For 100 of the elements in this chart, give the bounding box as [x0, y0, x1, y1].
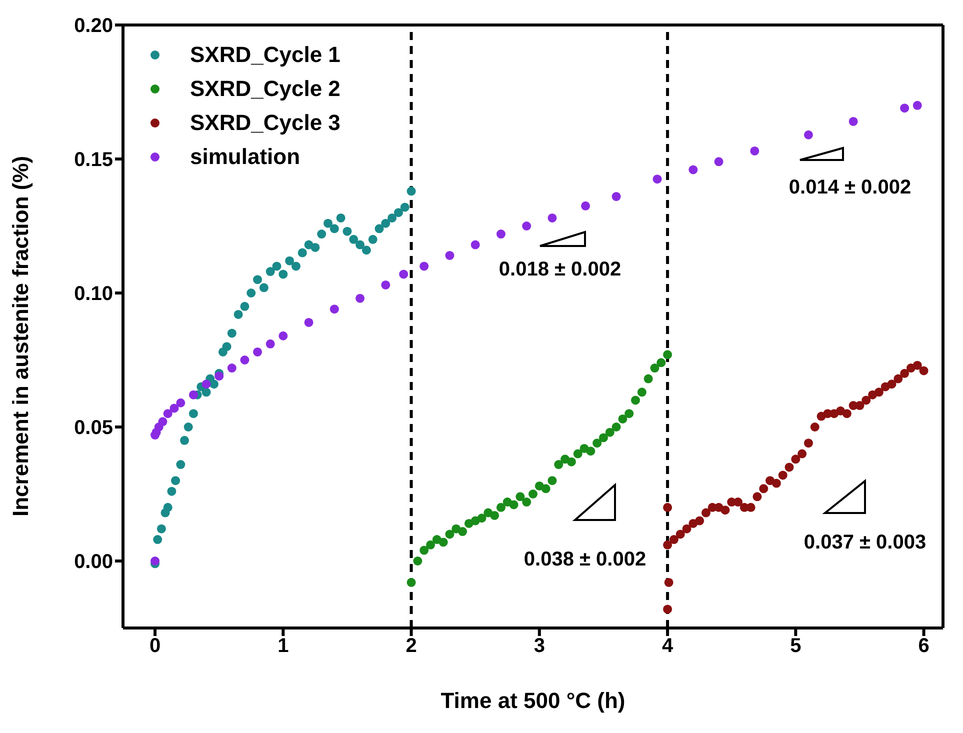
point	[894, 374, 903, 384]
point	[791, 454, 800, 464]
point	[644, 374, 653, 384]
point	[528, 490, 538, 498]
x-tick-label: 5	[790, 635, 802, 658]
point	[184, 422, 193, 432]
point	[784, 462, 794, 472]
point	[496, 230, 506, 239]
point	[150, 556, 160, 566]
point	[381, 280, 390, 290]
point	[234, 310, 243, 319]
point	[598, 433, 608, 442]
point	[266, 339, 275, 348]
point	[227, 328, 236, 338]
point	[158, 417, 168, 426]
point	[171, 476, 180, 486]
point	[612, 422, 621, 432]
point	[592, 438, 602, 448]
point	[548, 213, 557, 222]
point	[240, 302, 250, 311]
point	[701, 508, 710, 518]
point	[912, 100, 922, 110]
point	[912, 360, 922, 370]
point	[650, 364, 660, 373]
point	[445, 250, 454, 260]
point	[682, 524, 692, 534]
point	[336, 213, 346, 222]
point	[356, 294, 365, 303]
point	[750, 146, 760, 156]
point	[759, 484, 768, 494]
point	[848, 116, 858, 126]
point	[664, 578, 674, 587]
annotation: 0.038 ± 0.002	[524, 548, 646, 570]
point	[778, 470, 788, 480]
point	[477, 514, 486, 523]
point	[566, 457, 576, 466]
point	[810, 422, 820, 432]
y-axis-title: Increment in austenite fraction (%)	[8, 156, 33, 516]
x-axis-title: Time at 500 °C (h)	[440, 688, 626, 713]
point	[752, 492, 762, 502]
point	[688, 165, 698, 174]
y-tick-label: 0.15	[74, 149, 113, 172]
point	[180, 436, 189, 445]
point	[522, 498, 532, 507]
point	[285, 256, 294, 266]
point	[156, 524, 166, 534]
point	[202, 380, 211, 389]
point	[330, 224, 339, 234]
point	[240, 356, 250, 364]
point	[676, 530, 685, 539]
annotation: 0.014 ± 0.002	[788, 176, 912, 198]
point	[259, 283, 268, 292]
annotation: 0.037 ± 0.003	[804, 531, 926, 554]
point	[176, 460, 186, 470]
point	[266, 267, 275, 276]
point	[458, 527, 468, 536]
point	[637, 388, 646, 397]
point	[541, 484, 550, 494]
point	[612, 192, 621, 202]
point	[734, 498, 742, 507]
point	[222, 342, 232, 352]
point	[298, 248, 307, 258]
point	[400, 202, 410, 212]
point	[227, 364, 236, 373]
point	[349, 234, 358, 244]
point	[798, 449, 807, 458]
point	[170, 404, 179, 413]
point	[714, 157, 724, 166]
point	[624, 409, 634, 418]
point	[399, 270, 408, 279]
legend-label: simulation	[190, 143, 300, 171]
point	[631, 396, 640, 405]
point	[381, 218, 390, 228]
x-tick-label: 3	[534, 635, 545, 658]
point	[804, 130, 813, 140]
point	[362, 246, 371, 255]
point	[554, 460, 564, 470]
point	[656, 358, 666, 368]
point	[388, 213, 397, 222]
point	[304, 318, 314, 327]
point	[548, 476, 557, 486]
point	[176, 398, 186, 408]
x-tick-label: 0	[149, 635, 161, 658]
point	[663, 540, 672, 550]
point	[330, 304, 339, 314]
legend-label: SXRD_Cycle 3	[190, 109, 340, 137]
point	[420, 262, 429, 271]
y-tick-label: 0.05	[74, 417, 113, 440]
point	[278, 331, 288, 340]
point	[509, 500, 518, 510]
point	[272, 262, 282, 271]
point	[406, 186, 416, 196]
point	[720, 506, 730, 515]
point	[663, 604, 672, 614]
point	[618, 414, 628, 424]
point	[862, 396, 871, 405]
point	[246, 288, 256, 298]
point	[581, 201, 590, 210]
point	[573, 449, 582, 458]
point	[310, 242, 320, 252]
